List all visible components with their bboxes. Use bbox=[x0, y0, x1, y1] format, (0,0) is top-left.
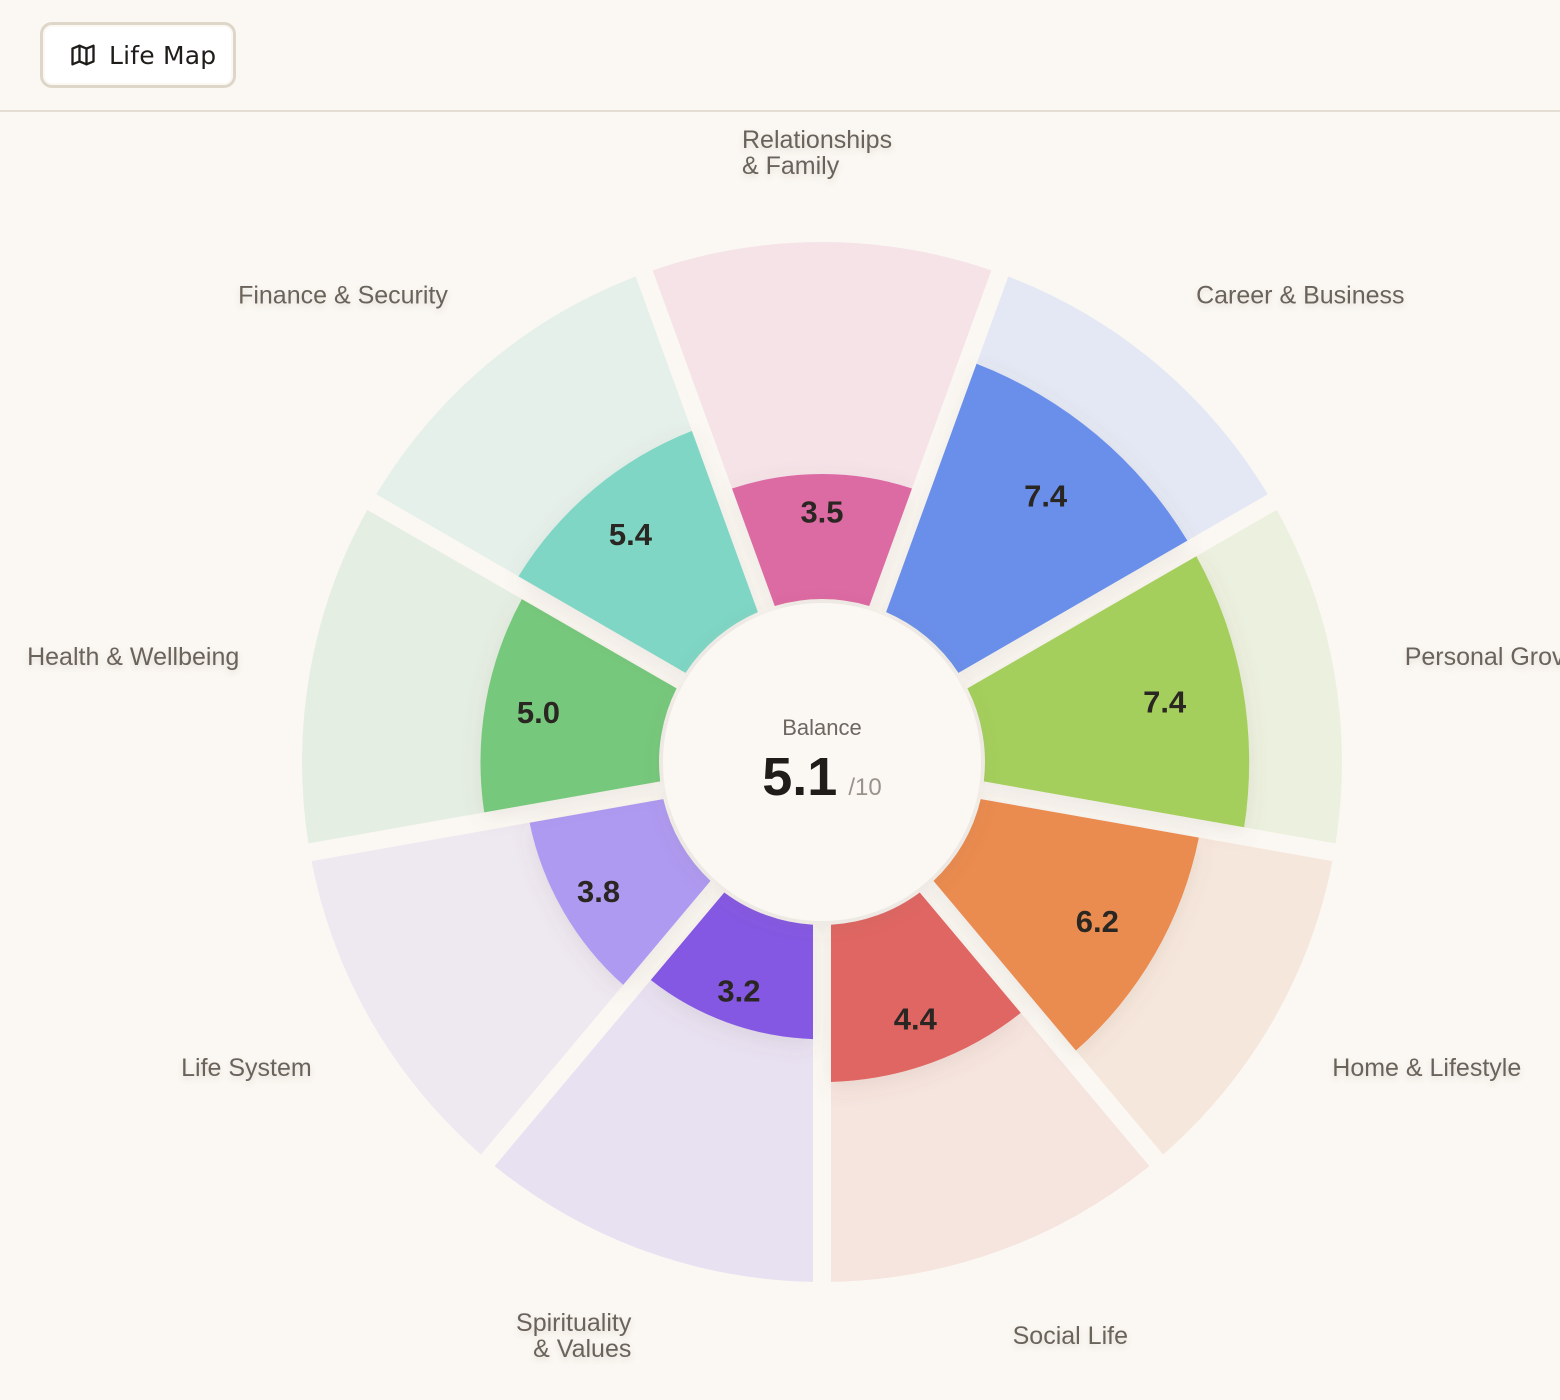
category-label-line: Health & Wellbeing bbox=[27, 643, 239, 671]
category-label-line: & Values bbox=[533, 1335, 631, 1363]
life-map-chart: 3.5 7.4 7.4 6.2 4.4 3.2 3.8 5.0 5.4 Relationship… bbox=[27, 126, 1560, 1363]
category-labels: Relationships & Family Career & Business Pe… bbox=[27, 126, 1560, 1363]
balance-value: 5.1 bbox=[762, 747, 837, 807]
sector-personal-growth[interactable] bbox=[967, 556, 1250, 828]
value-label-career-and-business: 7.4 bbox=[1024, 478, 1068, 513]
category-label-line: Life System bbox=[181, 1054, 312, 1082]
value-label-personal-growth: 7.4 bbox=[1143, 685, 1187, 720]
top-bar: Life Map bbox=[0, 0, 1560, 112]
category-label-spirituality-and-values: Spirituality & Values bbox=[516, 1309, 632, 1363]
category-label-health-and-wellbeing: Health & Wellbeing bbox=[27, 643, 239, 671]
category-label-line: Finance & Security bbox=[238, 282, 448, 310]
sector-career-and-business[interactable] bbox=[886, 363, 1188, 673]
life-map-button[interactable]: Life Map bbox=[40, 22, 236, 88]
sector-spirituality-and-values[interactable] bbox=[650, 892, 814, 1040]
value-label-spirituality-and-values: 3.2 bbox=[717, 973, 760, 1008]
value-label-home-and-lifestyle: 6.2 bbox=[1076, 904, 1119, 939]
map-icon bbox=[71, 44, 95, 66]
value-label-health-and-wellbeing: 5.0 bbox=[517, 695, 560, 730]
category-label-social-life: Social Life bbox=[1013, 1322, 1128, 1350]
category-label-line: & Family bbox=[742, 152, 840, 180]
value-label-relationships-and-family: 3.5 bbox=[800, 495, 843, 530]
sector-finance-and-security[interactable] bbox=[518, 430, 758, 673]
category-label-line: Career & Business bbox=[1196, 282, 1404, 310]
score-sectors bbox=[480, 363, 1250, 1082]
category-label-finance-and-security: Finance & Security bbox=[238, 282, 448, 310]
category-label-life-system: Life System bbox=[181, 1054, 312, 1082]
sector-home-and-lifestyle[interactable] bbox=[933, 799, 1199, 1051]
sector-social-life[interactable] bbox=[830, 892, 1021, 1082]
category-label-line: Social Life bbox=[1013, 1322, 1128, 1350]
balance-value-line: 5.1 /10 bbox=[762, 747, 882, 807]
balance-center: Balance 5.1 /10 bbox=[663, 603, 981, 921]
category-label-line: Spirituality bbox=[516, 1309, 632, 1337]
value-label-finance-and-security: 5.4 bbox=[609, 517, 653, 552]
sector-relationships-and-family[interactable] bbox=[732, 474, 912, 606]
balance-disc bbox=[663, 603, 981, 921]
category-label-line: Personal Grov bbox=[1405, 643, 1560, 671]
sector-health-and-wellbeing[interactable] bbox=[480, 599, 677, 813]
category-label-line: Home & Lifestyle bbox=[1332, 1054, 1521, 1082]
value-labels: 3.5 7.4 7.4 6.2 4.4 3.2 3.8 5.0 5.4 bbox=[517, 478, 1187, 1036]
life-map-button-label: Life Map bbox=[109, 40, 217, 70]
value-label-life-system: 3.8 bbox=[577, 874, 620, 909]
category-label-home-and-lifestyle: Home & Lifestyle bbox=[1332, 1054, 1521, 1082]
category-label-personal-growth: Personal Grov bbox=[1405, 643, 1560, 671]
category-label-line: Relationships bbox=[742, 126, 892, 154]
balance-max: /10 bbox=[848, 774, 881, 801]
category-label-career-and-business: Career & Business bbox=[1196, 282, 1404, 310]
category-label-relationships-and-family: Relationships & Family bbox=[742, 126, 892, 180]
sector-life-system[interactable] bbox=[529, 799, 711, 985]
sector-bg-relationships-and-family bbox=[652, 242, 992, 606]
value-label-social-life: 4.4 bbox=[894, 1001, 938, 1036]
balance-label: Balance bbox=[782, 715, 862, 740]
